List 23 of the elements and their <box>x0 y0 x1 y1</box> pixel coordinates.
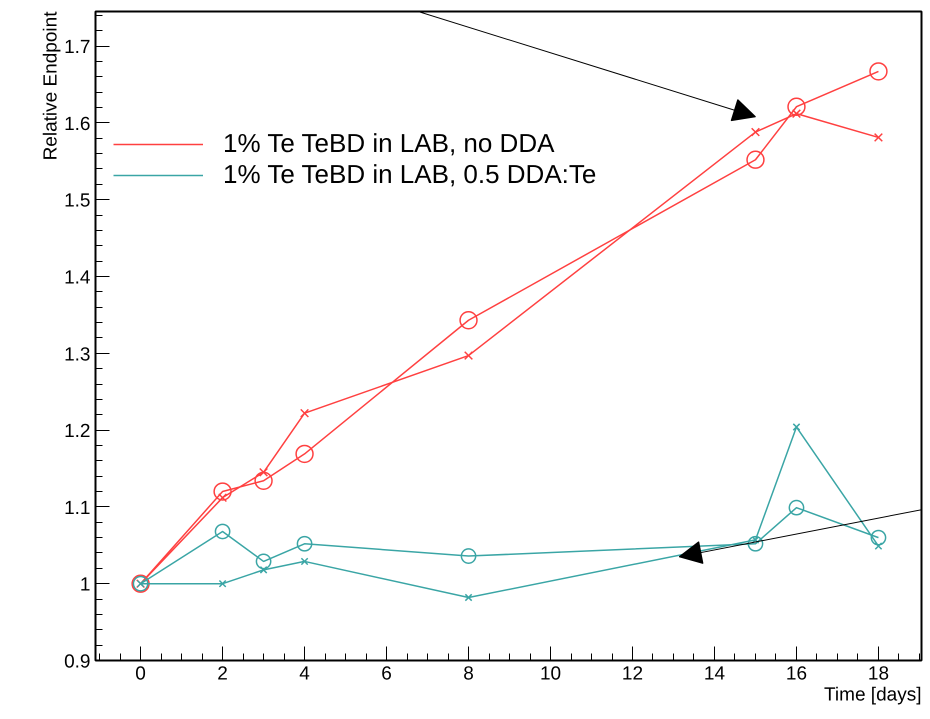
y-tick-label: 1.1 <box>64 498 91 519</box>
x-axis-title: Time [days] <box>824 684 922 706</box>
x-tick-label: 2 <box>217 664 228 684</box>
x-tick-label: 12 <box>622 664 644 684</box>
x-tick-label: 0 <box>135 664 146 684</box>
y-tick-label: 1.2 <box>64 421 91 442</box>
x-tick-label: 6 <box>381 664 392 684</box>
x-tick-label: 14 <box>704 664 726 684</box>
x-tick-label: 10 <box>540 664 562 684</box>
y-axis-title: Relative Endpoint <box>40 10 62 160</box>
y-tick-label: 1.5 <box>64 190 91 212</box>
y-tick-label: 1.3 <box>64 344 91 366</box>
y-tick-label: 0.9 <box>64 652 91 672</box>
y-tick-label: 1.4 <box>64 267 91 288</box>
x-tick-label: 8 <box>463 664 474 684</box>
x-tick-label: 16 <box>786 664 808 684</box>
y-tick-label: 1 <box>80 574 91 596</box>
x-tick-label: 18 <box>868 664 890 684</box>
x-tick-label: 4 <box>299 664 310 684</box>
y-tick-label: 1.7 <box>64 37 91 58</box>
legend-label: 1% Te TeBD in LAB, no DDA <box>223 128 554 159</box>
legend-label: 1% Te TeBD in LAB, 0.5 DDA:Te <box>223 159 596 190</box>
y-tick-label: 1.6 <box>64 114 91 135</box>
